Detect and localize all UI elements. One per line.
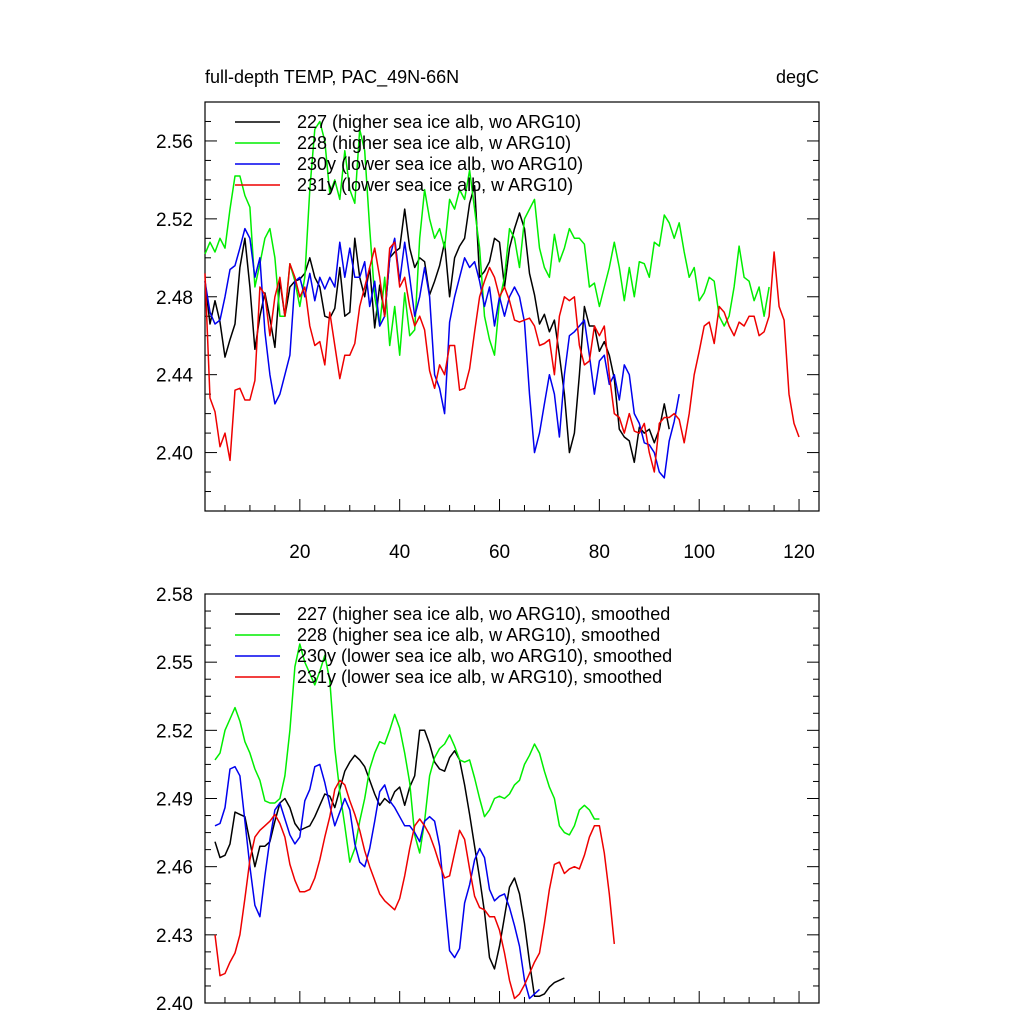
top-ytick-label: 2.40: [156, 444, 193, 465]
bottom-panel: 2.40 2.43 2.46 2.49 2.52 2.55 2.58 227 (higher…: [156, 585, 820, 1015]
top-panel: full-depth TEMP, PAC_49N-66N degC 2.402.…: [156, 67, 820, 563]
bottom-ytick-label: 2.40: [156, 994, 193, 1015]
top-series-line-2: [204, 227, 680, 479]
bottom-legend-label-0: 227 (higher sea ice alb, wo ARG10), smoo…: [297, 604, 670, 624]
top-legend-label-2: 230y (lower sea ice alb, wo ARG10): [297, 154, 583, 174]
bottom-ytick-label: 2.43: [156, 926, 193, 947]
bottom-axes: 2.40 2.43 2.46 2.49 2.52 2.55 2.58: [156, 585, 819, 1015]
bottom-ytick-label: 2.46: [156, 858, 193, 879]
top-legend-label-3: 231y (lower sea ice alb, w ARG10): [297, 175, 573, 195]
top-xtick-label: 100: [683, 542, 715, 563]
top-ytick-label: 2.52: [156, 210, 193, 231]
bottom-ytick-label: 2.55: [156, 653, 193, 674]
top-ytick-label: 2.48: [156, 288, 193, 309]
top-xtick-label: 60: [489, 542, 510, 563]
top-xtick-label: 20: [289, 542, 310, 563]
bottom-legend-label-3: 231y (lower sea ice alb, w ARG10), smoot…: [297, 667, 662, 687]
top-xtick-label: 120: [783, 542, 815, 563]
bottom-legend-label-1: 228 (higher sea ice alb, w ARG10), smoot…: [297, 625, 660, 645]
top-title-right: degC: [776, 67, 819, 87]
top-title-left: full-depth TEMP, PAC_49N-66N: [205, 67, 459, 88]
top-xtick-label: 40: [389, 542, 410, 563]
top-legend-label-0: 227 (higher sea ice alb, wo ARG10): [297, 112, 581, 132]
bottom-series-lines: [214, 643, 616, 1000]
top-series-line-3: [204, 241, 800, 473]
top-legend-label-1: 228 (higher sea ice alb, w ARG10): [297, 133, 571, 153]
bottom-series-line-1: [214, 643, 600, 863]
top-series-line-1: [204, 120, 770, 356]
top-axes: 2.40 2.44 2.48 2.52 2.56 20 40 60 80 100 120: [156, 101, 819, 563]
top-xtick-label: 80: [589, 542, 610, 563]
top-plot-frame: [204, 101, 820, 512]
bottom-series-line-3: [214, 779, 616, 1000]
bottom-ytick-label: 2.58: [156, 585, 193, 606]
top-ytick-label: 2.44: [156, 366, 193, 387]
top-ytick-label: 2.56: [156, 132, 193, 153]
bottom-series-line-2: [214, 763, 541, 1000]
bottom-ytick-label: 2.52: [156, 721, 193, 742]
bottom-ytick-label: 2.49: [156, 790, 193, 811]
bottom-legend: 227 (higher sea ice alb, wo ARG10), smoo…: [235, 604, 672, 687]
bottom-series-line-0: [214, 729, 565, 997]
top-series-line-0: [204, 184, 670, 464]
top-series-lines: [204, 120, 800, 479]
bottom-legend-label-2: 230y (lower sea ice alb, wo ARG10), smoo…: [297, 646, 672, 666]
top-legend: 227 (higher sea ice alb, wo ARG10)228 (h…: [235, 112, 583, 195]
